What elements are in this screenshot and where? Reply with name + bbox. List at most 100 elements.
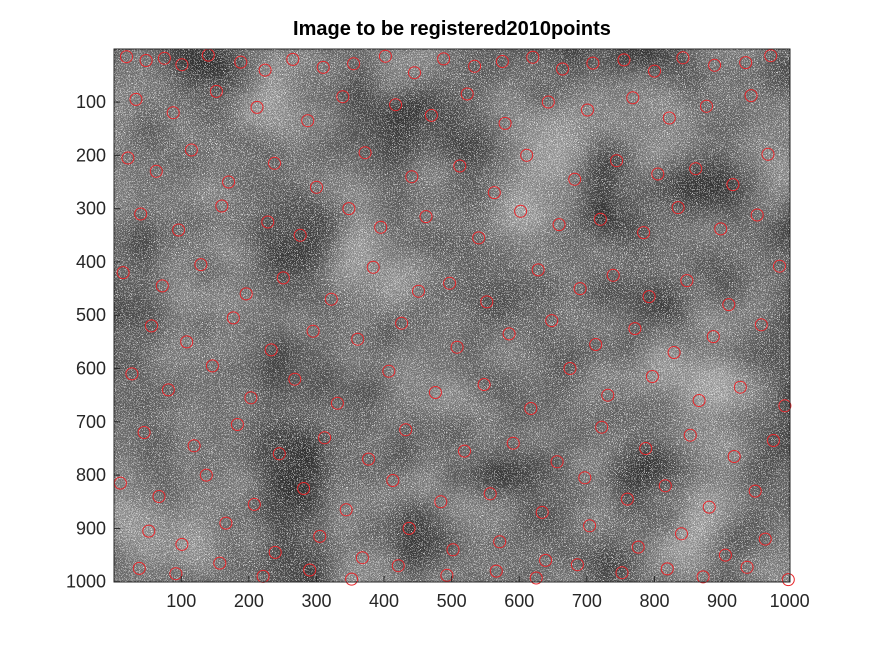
feature-point-marker [336, 90, 350, 104]
feature-point-marker [324, 292, 338, 306]
feature-point-marker [637, 226, 651, 240]
feature-point-marker [645, 370, 659, 383]
feature-point-marker [175, 537, 189, 551]
feature-point-marker [226, 311, 240, 325]
feature-point-marker [382, 364, 396, 378]
feature-point-marker [662, 111, 676, 125]
feature-point-marker [184, 143, 198, 157]
feature-point-marker [477, 378, 491, 391]
feature-point-marker [583, 519, 597, 533]
feature-point-marker [180, 335, 194, 349]
feature-point-marker [345, 572, 359, 586]
feature-point-marker [498, 116, 512, 130]
feature-point-marker [671, 201, 685, 215]
feature-point-marker [155, 279, 169, 293]
feature-point-marker [739, 56, 753, 70]
feature-point-marker [199, 468, 213, 482]
feature-point-marker [472, 231, 486, 245]
x-tick-label: 800 [639, 591, 669, 611]
feature-point-marker [758, 532, 772, 546]
feature-point-marker [550, 455, 564, 469]
feature-point-marker [264, 343, 278, 357]
feature-point-marker [330, 396, 344, 410]
y-tick-label: 300 [76, 199, 106, 219]
y-tick-label: 100 [76, 92, 106, 112]
feature-point-marker [351, 332, 365, 346]
feature-point-marker [187, 439, 201, 453]
feature-point-marker [132, 561, 146, 575]
feature-point-marker [727, 450, 741, 463]
feature-point-marker [374, 220, 388, 234]
feature-point-marker [506, 436, 520, 450]
feature-point-marker [495, 55, 509, 68]
feature-point-marker [593, 212, 607, 226]
feature-point-marker [570, 558, 584, 572]
feature-point-marker [642, 290, 656, 304]
feature-point-marker [714, 222, 728, 236]
y-tick-label: 500 [76, 305, 106, 325]
feature-point-marker [276, 271, 290, 285]
feature-point-marker [660, 562, 674, 576]
feature-point-marker [578, 471, 592, 485]
feature-point-marker [318, 431, 332, 445]
feature-point-marker [125, 367, 139, 381]
feature-point-marker [541, 95, 555, 109]
feature-point-marker [563, 362, 577, 375]
feature-point-marker [601, 388, 615, 402]
feature-point-marker [239, 287, 253, 301]
feature-point-marker [389, 98, 403, 112]
feature-point-marker [145, 319, 158, 333]
feature-point-marker [620, 492, 634, 506]
feature-point-marker [526, 50, 540, 64]
feature-point-marker [675, 527, 688, 541]
feature-point-marker [157, 51, 171, 65]
feature-point-marker [514, 204, 528, 218]
feature-point-marker [778, 399, 792, 413]
feature-point-marker [310, 180, 323, 194]
feature-point-marker [626, 91, 640, 105]
x-tick-label: 600 [504, 591, 534, 611]
feature-point-marker [718, 548, 732, 562]
y-tick-label: 1000 [66, 572, 106, 592]
feature-point-marker [764, 49, 778, 63]
feature-point-marker [286, 52, 300, 66]
feature-point-marker [531, 263, 545, 277]
y-tick-label: 700 [76, 412, 106, 432]
marker-layer [113, 48, 795, 587]
x-tick-label: 400 [369, 591, 399, 611]
feature-point-marker [460, 87, 474, 101]
feature-point-marker [358, 146, 372, 160]
feature-point-marker [362, 452, 375, 466]
feature-point-marker [434, 495, 448, 509]
feature-point-marker [437, 52, 451, 66]
feature-point-marker [722, 298, 736, 312]
feature-point-marker [651, 167, 665, 181]
feature-point-marker [487, 186, 501, 200]
feature-point-marker [581, 103, 594, 117]
feature-point-marker [166, 106, 180, 120]
feature-point-marker [142, 524, 156, 538]
feature-point-marker [172, 223, 186, 237]
feature-point-marker [489, 564, 503, 578]
chart-title: Image to be registered2010points [293, 18, 611, 40]
feature-point-marker [149, 164, 163, 178]
feature-point-marker [568, 172, 582, 186]
feature-point-marker [268, 156, 281, 170]
feature-point-marker [468, 59, 482, 73]
y-tick-label: 600 [76, 359, 106, 379]
feature-point-marker [391, 559, 405, 573]
feature-point-marker [524, 402, 538, 415]
feature-point-marker [247, 497, 261, 511]
feature-point-marker [702, 500, 716, 514]
x-tick-label: 1000 [770, 591, 810, 611]
feature-point-marker [209, 84, 223, 98]
feature-point-marker [134, 207, 148, 221]
feature-point-marker [378, 49, 392, 63]
feature-point-marker [366, 260, 380, 274]
feature-point-marker [453, 159, 467, 173]
feature-point-marker [213, 556, 227, 570]
feature-point-marker [175, 58, 189, 72]
feature-point-marker [137, 426, 151, 439]
feature-point-marker [205, 359, 219, 373]
feature-point-marker [194, 258, 208, 272]
